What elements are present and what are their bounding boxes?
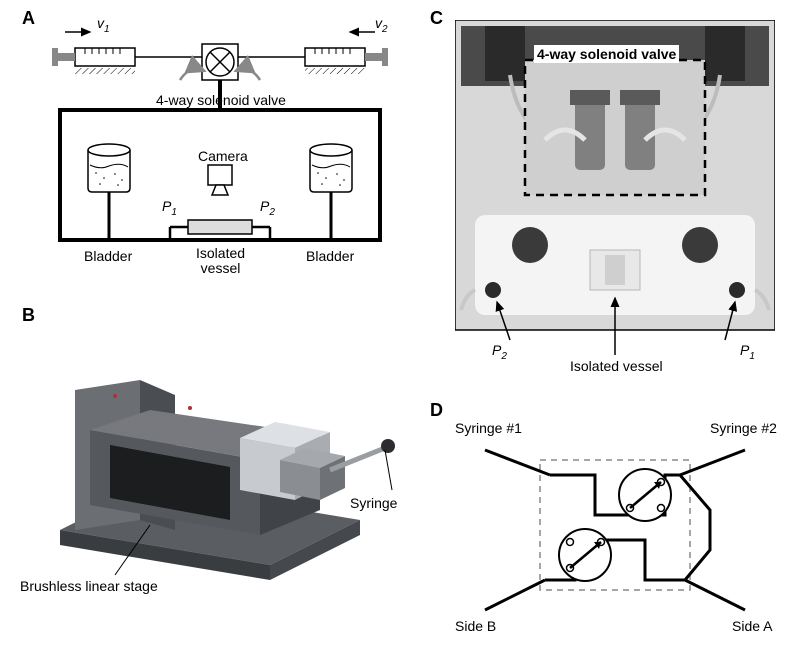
syringe2-label: Syringe #2 — [710, 420, 777, 436]
sideB-label: Side B — [455, 618, 496, 634]
valve-circle-2-icon — [559, 529, 611, 581]
p1-label: P1 — [162, 198, 177, 218]
panel-c-photo — [455, 20, 775, 360]
panel-d-schematic — [445, 420, 785, 630]
panel-b-render — [30, 320, 410, 600]
camera-label: Camera — [198, 148, 248, 164]
sideA-label: Side A — [732, 618, 772, 634]
syringe1-label: Syringe #1 — [455, 420, 522, 436]
isolated-vessel-icon — [188, 220, 252, 234]
syringe-left-icon — [52, 48, 170, 74]
bladder-left-icon — [88, 144, 130, 240]
panel-c-label: C — [430, 8, 443, 29]
bladder-right-icon — [310, 144, 352, 240]
panel-a-valve-label: 4-way solenoid valve — [156, 92, 286, 108]
p2-label: P2 — [260, 198, 275, 218]
isolated-vessel-label: Isolatedvessel — [196, 246, 245, 277]
panel-d-label: D — [430, 400, 443, 421]
panel-c-p1-label: P1 — [740, 342, 755, 362]
bladder-right-label: Bladder — [306, 248, 354, 264]
camera-icon — [208, 165, 232, 195]
linear-stage-label: Brushless linear stage — [20, 578, 158, 594]
flow-arrow-right-icon — [238, 69, 260, 80]
v2-label: v2 — [375, 15, 388, 35]
panel-c-valve-label: 4-way solenoid valve — [534, 45, 679, 63]
panel-c-vessel-label: Isolated vessel — [570, 358, 663, 374]
v1-label: v1 — [97, 15, 110, 35]
syringe-label: Syringe — [350, 495, 397, 511]
panel-c-p2-label: P2 — [492, 342, 507, 362]
syringe-right-icon — [270, 48, 388, 74]
valve-circle-1-icon — [619, 469, 671, 521]
flow-arrow-left-icon — [180, 69, 202, 80]
bladder-left-label: Bladder — [84, 248, 132, 264]
